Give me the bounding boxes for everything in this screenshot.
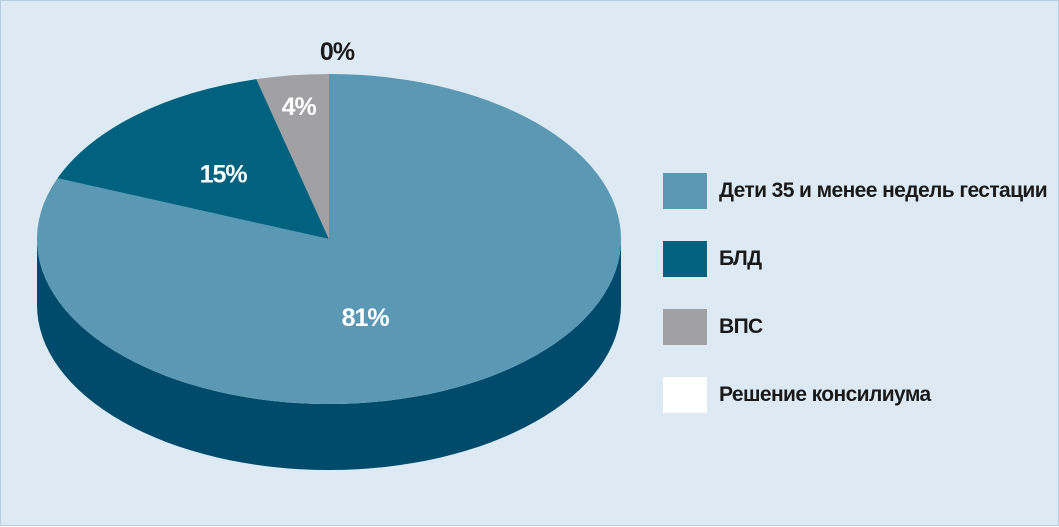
legend-label: ВПС bbox=[719, 315, 763, 338]
legend-label: БЛД bbox=[719, 247, 762, 270]
legend-item: ВПС bbox=[663, 309, 1053, 345]
legend-item: Решение консилиума bbox=[663, 377, 1053, 413]
legend-swatch bbox=[663, 309, 707, 345]
pie-slice bbox=[57, 79, 330, 239]
pie-slice bbox=[36, 74, 622, 405]
legend-item: БЛД bbox=[663, 241, 1053, 277]
pie-side-wall bbox=[37, 239, 621, 470]
legend-label: Решение консилиума bbox=[719, 383, 931, 406]
legend-swatch bbox=[663, 377, 707, 413]
pie-labels: 81% 15% 4%0% bbox=[200, 38, 391, 332]
slice-data-label: 4% bbox=[282, 93, 317, 121]
pie-top bbox=[36, 74, 622, 405]
legend-item: Дети 35 и менее недель гестации bbox=[663, 173, 1053, 209]
legend-swatch bbox=[663, 241, 707, 277]
slice-data-label: 81% bbox=[342, 304, 390, 332]
pie-side bbox=[37, 239, 621, 470]
legend: Дети 35 и менее недель гестации БЛД ВПС … bbox=[663, 173, 1053, 445]
legend-label: Дети 35 и менее недель гестации bbox=[719, 179, 1048, 202]
slice-data-label: 15% bbox=[200, 161, 248, 189]
pie-slice bbox=[256, 74, 329, 239]
legend-swatch bbox=[663, 173, 707, 209]
slice-data-label: 0% bbox=[320, 38, 355, 66]
